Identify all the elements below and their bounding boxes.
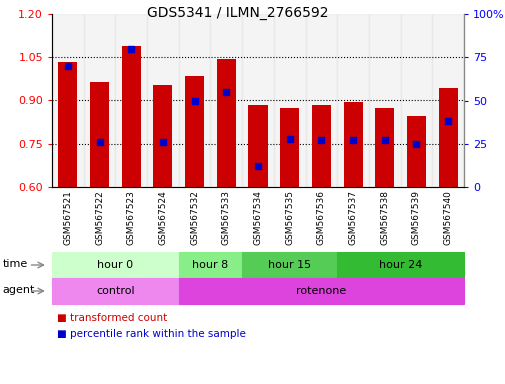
Bar <box>400 14 431 187</box>
Bar <box>83 14 115 187</box>
Bar <box>115 14 147 187</box>
Point <box>380 137 388 143</box>
Bar <box>242 14 273 187</box>
Bar <box>375 108 393 187</box>
Bar <box>90 82 109 187</box>
Bar <box>305 14 336 187</box>
Text: hour 8: hour 8 <box>192 260 228 270</box>
Text: control: control <box>96 286 134 296</box>
Point <box>348 137 357 143</box>
Bar <box>431 14 463 187</box>
Bar <box>248 105 267 187</box>
Bar <box>185 76 204 187</box>
Bar <box>336 14 368 187</box>
Bar <box>58 61 77 187</box>
Bar <box>122 46 140 187</box>
Text: GDS5341 / ILMN_2766592: GDS5341 / ILMN_2766592 <box>147 6 328 20</box>
Point <box>64 63 72 69</box>
Bar <box>216 59 235 187</box>
Bar <box>52 14 83 187</box>
Text: time: time <box>3 259 28 269</box>
Bar <box>153 84 172 187</box>
Bar <box>273 14 305 187</box>
Text: hour 24: hour 24 <box>378 260 422 270</box>
Bar <box>147 14 178 187</box>
Point <box>127 46 135 52</box>
Bar <box>343 102 362 187</box>
Bar <box>280 108 298 187</box>
Bar <box>438 88 457 187</box>
Point <box>285 136 293 142</box>
Text: agent: agent <box>3 285 35 295</box>
Text: hour 15: hour 15 <box>268 260 311 270</box>
Point <box>222 89 230 95</box>
Text: rotenone: rotenone <box>295 286 346 296</box>
Bar <box>406 116 425 187</box>
Bar <box>311 105 330 187</box>
Point <box>412 141 420 147</box>
Point <box>190 98 198 104</box>
Text: ■ transformed count: ■ transformed count <box>57 313 167 323</box>
Point <box>95 139 104 145</box>
Point <box>159 139 167 145</box>
Bar <box>368 14 400 187</box>
Text: ■ percentile rank within the sample: ■ percentile rank within the sample <box>57 329 245 339</box>
Point <box>443 118 451 124</box>
Bar <box>178 14 210 187</box>
Bar <box>210 14 242 187</box>
Text: hour 0: hour 0 <box>97 260 133 270</box>
Point <box>317 137 325 143</box>
Point <box>254 163 262 169</box>
